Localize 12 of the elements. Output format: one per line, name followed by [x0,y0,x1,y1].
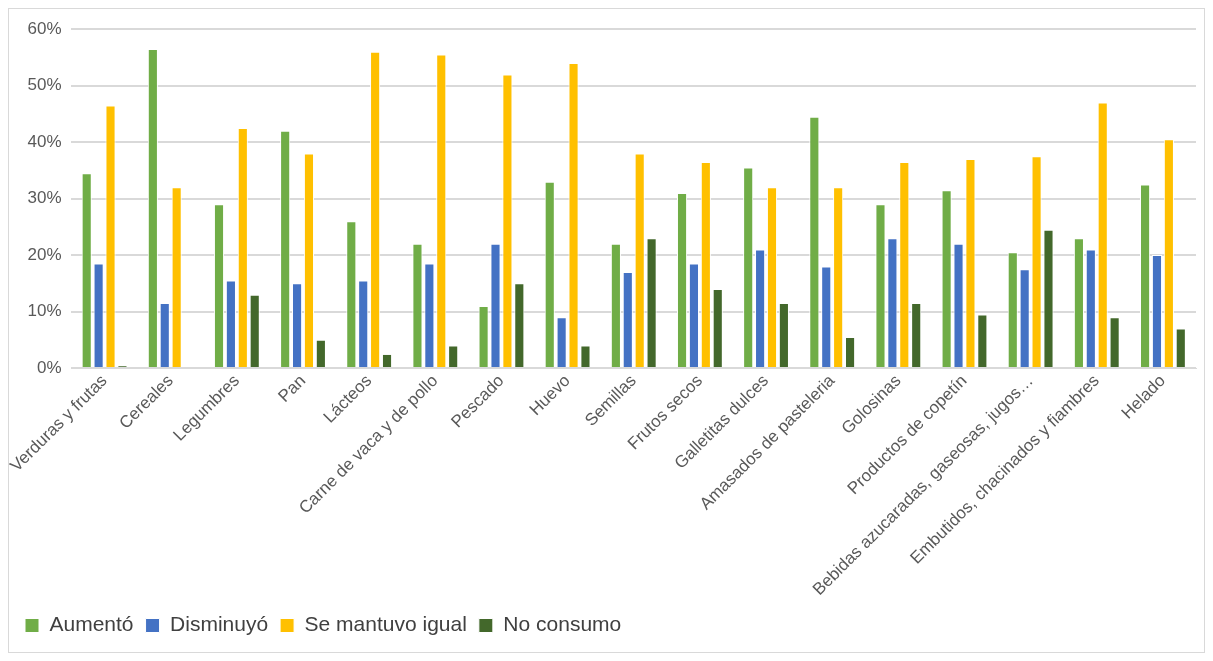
legend-label: Disminuyó [170,612,269,636]
y-tick-label: 20% [27,244,62,264]
y-tick-label: 10% [27,301,62,321]
y-tick-label: 50% [27,75,62,95]
y-tick-label: 40% [27,131,62,151]
legend-label: Se mantuvo igual [304,612,467,636]
y-tick-label: 0% [36,357,62,377]
y-tick-label: 60% [27,18,62,38]
legend-label: Aumentó [49,612,134,636]
y-tick-label: 30% [27,188,62,208]
x-tick-label: Pan [274,370,310,406]
legend-label: No consumo [503,612,622,636]
